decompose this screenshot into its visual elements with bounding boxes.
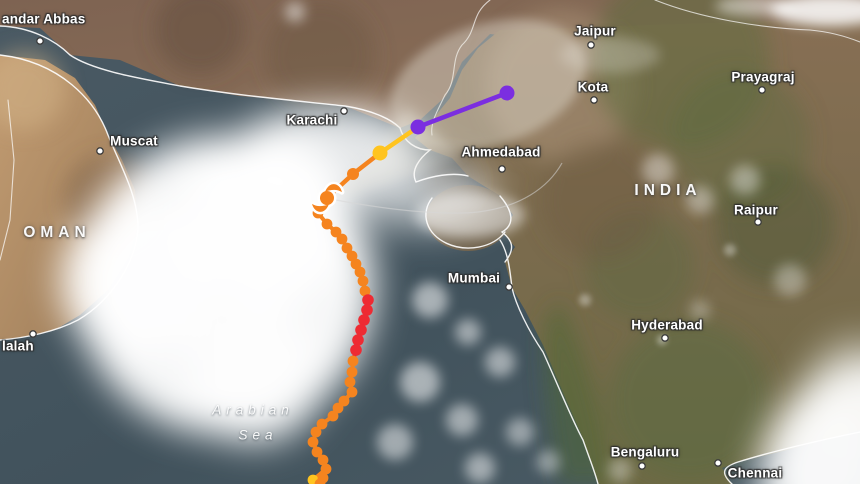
past-track-point [330, 226, 342, 238]
past-track-point [341, 242, 353, 254]
hurricane-arm [312, 203, 329, 212]
city-dot-bandar-abbas [36, 37, 44, 45]
past-track-point [361, 304, 373, 316]
hurricane-icon-body [312, 184, 342, 212]
past-track-point [307, 436, 319, 448]
past-track-point [355, 324, 367, 336]
city-dot-jaipur [587, 41, 595, 49]
past-track-point [311, 446, 323, 458]
past-track-point [346, 386, 358, 398]
hurricane-arm [325, 184, 342, 193]
city-dot-kota [590, 96, 598, 104]
past-track [307, 196, 374, 484]
past-track-point [316, 418, 328, 430]
past-track-point [346, 250, 358, 262]
past-track-point [332, 402, 344, 414]
past-track-point [327, 410, 339, 422]
city-dot-karachi [340, 107, 348, 115]
past-track-point [310, 426, 322, 438]
city-dot-chennai [714, 459, 722, 467]
past-track-point [314, 478, 326, 484]
past-track-point [352, 334, 364, 346]
city-dot-raipur [754, 218, 762, 226]
forecast-cone-edge-line [335, 162, 563, 214]
past-track-point [321, 218, 333, 230]
past-track-point [344, 376, 356, 388]
city-dot-bengaluru [638, 462, 646, 470]
past-track-point [346, 366, 358, 378]
past-track-point [350, 258, 362, 270]
past-track-point [320, 463, 332, 475]
forecast-track-point [410, 119, 426, 135]
hurricane-icon [309, 181, 345, 215]
past-track-point [347, 355, 359, 367]
city-dot-mumbai [505, 283, 513, 291]
forecast-track-point [347, 168, 359, 180]
past-track-point [359, 285, 371, 297]
past-track-point [350, 344, 362, 356]
forecast-track-point [499, 85, 515, 101]
forecast-track-point [372, 145, 388, 161]
past-track-point [354, 266, 366, 278]
past-track-point [362, 294, 374, 306]
forecast-cone [335, 19, 586, 199]
past-track-point [358, 314, 370, 326]
past-track-point [317, 454, 329, 466]
city-dot-hyderabad [661, 334, 669, 342]
forecast-track-segment [377, 124, 421, 156]
city-dot-salalah [29, 330, 37, 338]
past-track-point [336, 233, 348, 245]
city-dot-muscat [96, 147, 104, 155]
forecast-track-segment [415, 90, 510, 130]
past-track-point [357, 275, 369, 287]
city-dot-ahmedabad [498, 165, 506, 173]
hurricane-eye [320, 191, 334, 205]
past-track-point [338, 395, 350, 407]
city-dot-prayagraj [758, 86, 766, 94]
